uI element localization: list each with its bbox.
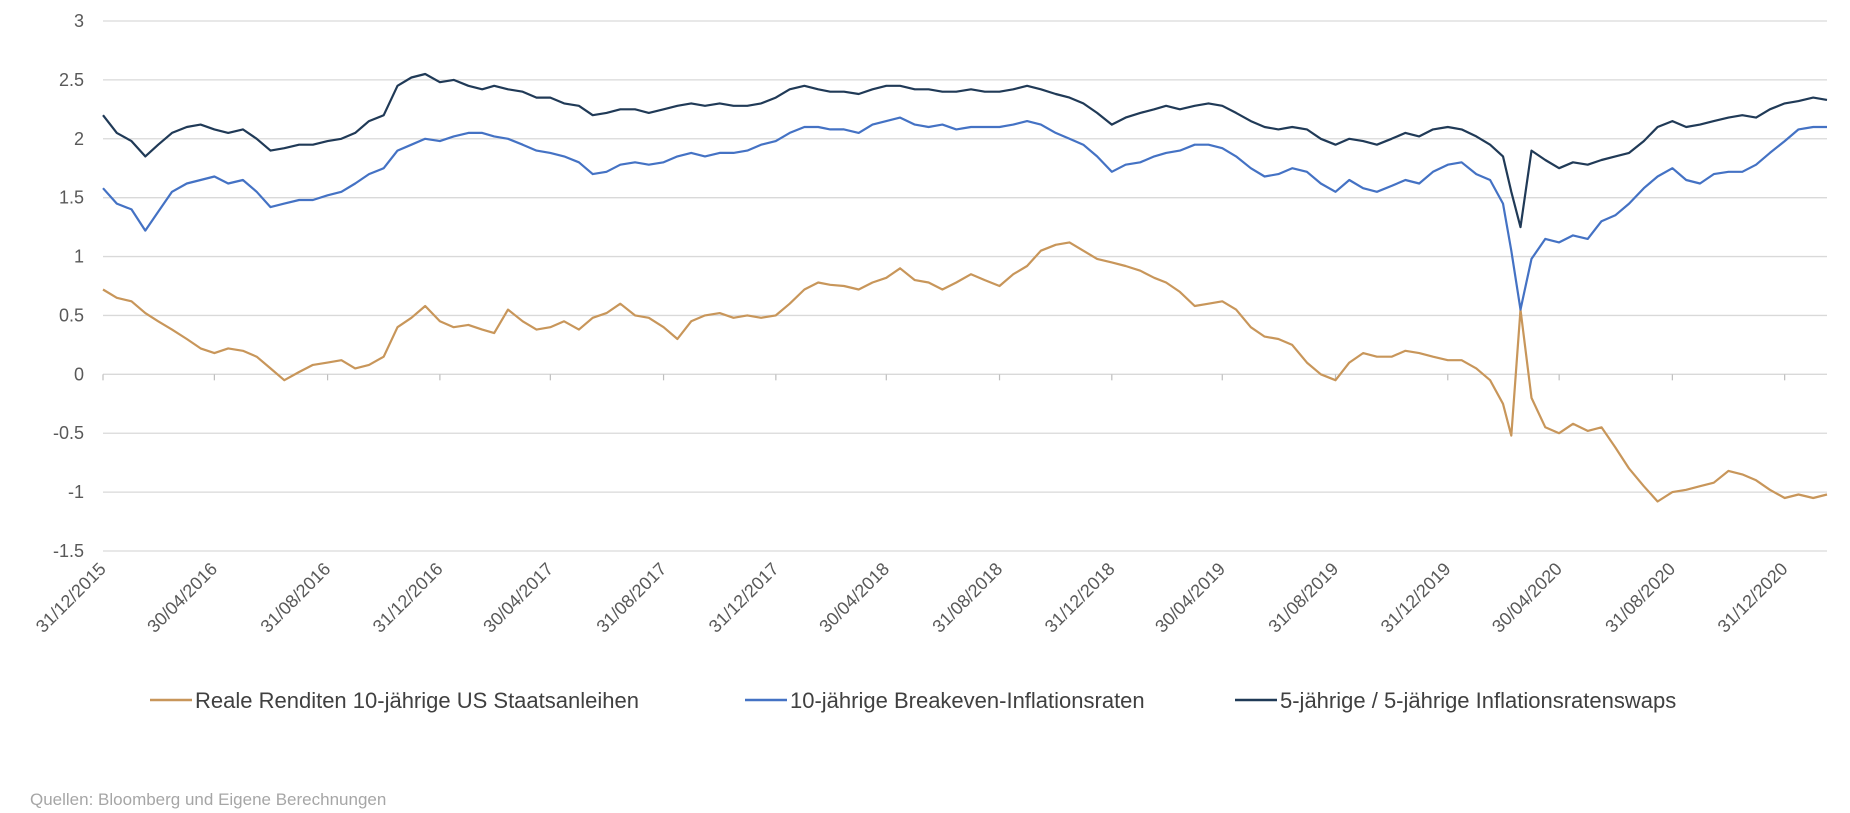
- y-tick-label: -1.5: [53, 541, 84, 561]
- x-tick-label: 31/12/2016: [369, 559, 447, 637]
- x-tick-label: 30/04/2018: [815, 559, 893, 637]
- x-tick-label: 30/04/2020: [1488, 559, 1566, 637]
- y-tick-label: -1: [68, 482, 84, 502]
- y-tick-label: 0: [74, 364, 84, 384]
- x-tick-label: 30/04/2019: [1151, 559, 1229, 637]
- series-lines: [102, 72, 1828, 503]
- x-tick-label: 30/04/2017: [479, 559, 557, 637]
- x-tick-label: 31/12/2017: [705, 559, 783, 637]
- y-tick-label: 2: [74, 129, 84, 149]
- x-axis-ticks: 31/12/2015 30/04/2016 31/08/2016 31/12/2016…: [32, 559, 1792, 637]
- y-tick-label: 1.5: [59, 188, 84, 208]
- y-tick-label: 2.5: [59, 70, 84, 90]
- gridlines: [102, 20, 1827, 552]
- source-note: Quellen: Bloomberg und Eigene Berechnung…: [30, 790, 386, 809]
- x-tick-label: 31/08/2019: [1264, 559, 1342, 637]
- y-tick-label: 3: [74, 11, 84, 31]
- y-tick-label: 0.5: [59, 305, 84, 325]
- x-tick-label: 31/12/2018: [1041, 559, 1119, 637]
- series-line-1: [102, 241, 1828, 503]
- y-tick-label: 1: [74, 247, 84, 267]
- legend: Reale Renditen 10-jährige US Staatsanlei…: [150, 688, 1676, 713]
- series-line-3: [102, 72, 1828, 229]
- series-line-2: [102, 116, 1827, 311]
- x-tick-label: 31/08/2020: [1601, 559, 1679, 637]
- x-tick-label: 31/08/2016: [257, 559, 335, 637]
- legend-label: 10-jährige Breakeven-Inflationsraten: [790, 688, 1145, 713]
- legend-label: Reale Renditen 10-jährige US Staatsanlei…: [195, 688, 639, 713]
- x-tick-label: 30/04/2016: [143, 559, 221, 637]
- x-tick-label: 31/08/2018: [928, 559, 1006, 637]
- x-tick-label: 31/12/2020: [1714, 559, 1792, 637]
- x-tick-label: 31/08/2017: [593, 559, 671, 637]
- legend-label: 5-jährige / 5-jährige Inflationsratenswa…: [1280, 688, 1676, 713]
- x-tick-label: 31/12/2019: [1377, 559, 1455, 637]
- y-axis-ticks: 3 2.5 2 1.5 1 0.5 0 -0.5 -1 -1.5: [53, 11, 84, 561]
- x-tick-label: 31/12/2015: [32, 559, 110, 637]
- y-tick-label: -0.5: [53, 423, 84, 443]
